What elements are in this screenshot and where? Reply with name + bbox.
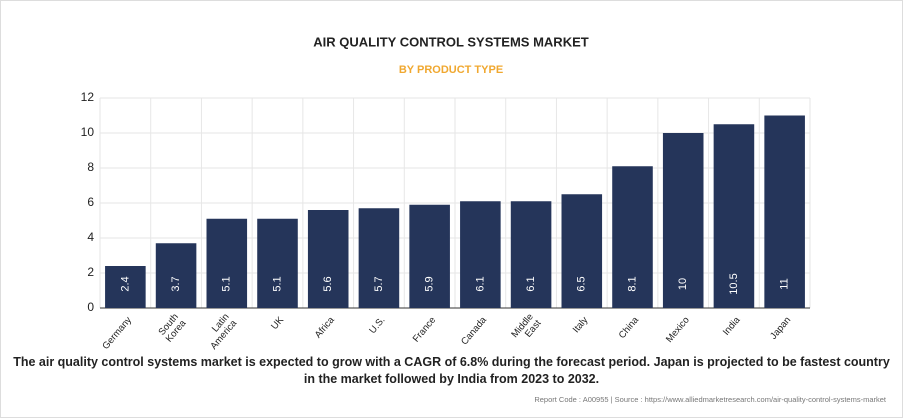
- value-label: 11: [779, 278, 791, 289]
- y-tick-label: 2: [87, 265, 94, 279]
- source: Report Code : A00955 | Source : https://…: [534, 395, 887, 404]
- bar: [662, 133, 704, 308]
- bar: [612, 166, 653, 308]
- y-tick-label: 6: [87, 195, 94, 209]
- value-label: 5.1: [271, 276, 283, 291]
- value-label: 5.9: [424, 276, 436, 291]
- bar: [206, 218, 248, 308]
- bar: [713, 124, 755, 308]
- y-tick-label: 10: [81, 125, 95, 139]
- bar: [257, 218, 298, 308]
- value-label: 6.1: [474, 276, 486, 291]
- value-label: 3.7: [170, 276, 182, 291]
- chart-subtitle: BY PRODUCT TYPE: [399, 64, 503, 76]
- y-tick-label: 12: [81, 90, 95, 104]
- value-label: 2.4: [119, 276, 131, 291]
- value-label: 5.6: [322, 276, 334, 291]
- bar: [155, 243, 197, 308]
- bar: [105, 266, 146, 308]
- annotation: The air quality control systems market i…: [13, 355, 890, 386]
- bar: [561, 194, 603, 308]
- value-label: 5.7: [373, 276, 385, 291]
- value-label: 10: [677, 278, 689, 290]
- value-label: 8.1: [626, 276, 638, 291]
- annotation-box: The air quality control systems market i…: [13, 355, 890, 386]
- y-tick-label: 0: [87, 300, 94, 314]
- value-label: 10.5: [728, 273, 740, 294]
- bar: [307, 210, 349, 308]
- bar: [764, 115, 805, 308]
- bar: [409, 204, 450, 308]
- value-label: 6.5: [576, 276, 588, 291]
- chart-title: AIR QUALITY CONTROL SYSTEMS MARKET: [313, 34, 588, 49]
- y-tick-label: 4: [87, 230, 94, 244]
- value-label: 6.1: [525, 276, 537, 291]
- bar: [358, 208, 400, 308]
- value-label: 5.1: [221, 276, 233, 291]
- y-tick-label: 8: [87, 160, 94, 174]
- bar: [460, 201, 501, 308]
- bar: [510, 201, 552, 308]
